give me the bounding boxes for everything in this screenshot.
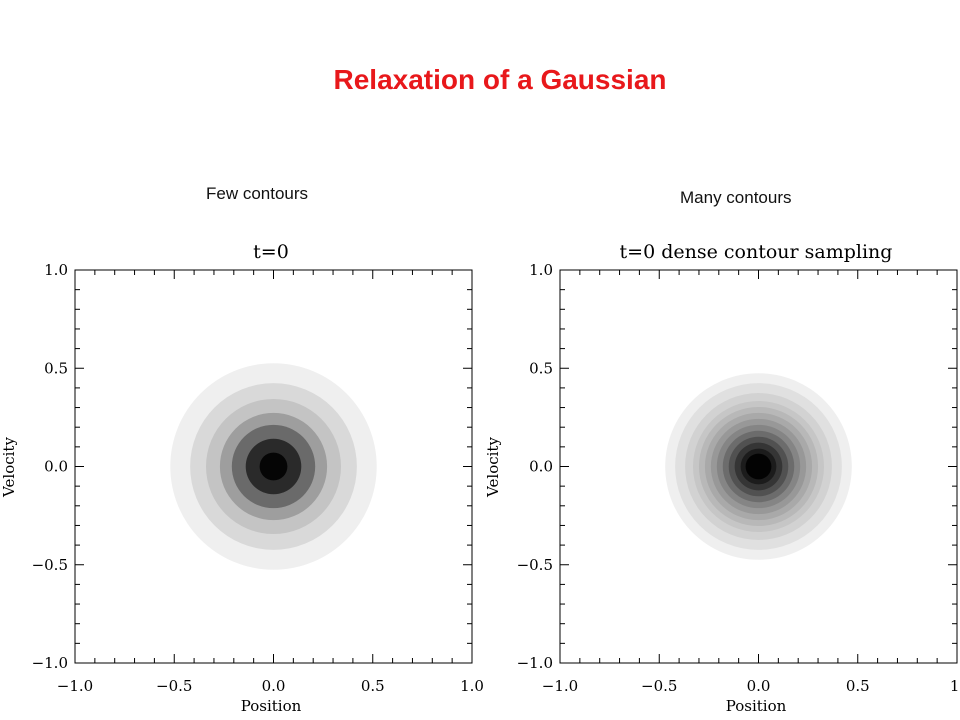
y-tick-label: 0.0: [44, 458, 68, 476]
slide-title: Relaxation of a Gaussian: [333, 64, 667, 95]
plot-title-many: t=0 dense contour sampling: [620, 241, 893, 263]
y-tick-label: 0.0: [529, 458, 553, 476]
y-axis-label-few: Velocity: [0, 437, 18, 498]
x-tick-label: 0.5: [361, 677, 385, 695]
x-tick-label: 0.0: [747, 677, 771, 695]
contour-plot-few: t=0 −1.0 −1.0 −0.5 −0.5 0.0 0.0 0.5 0.5 1.0 1.0 P…: [0, 241, 484, 715]
y-tick-label: 1.0: [529, 261, 553, 279]
axis-ticks-many: −1.0 −1.0 −0.5 −0.5 0.0 0.0 0.5 0.5 1. 1.0: [517, 261, 960, 695]
x-tick-label: −0.5: [156, 677, 192, 695]
axis-ticks-few: −1.0 −1.0 −0.5 −0.5 0.0 0.0 0.5 0.5 1.0 1.0: [32, 261, 484, 695]
contour-plot-many: t=0 dense contour sampling −1.0−1.0−0.5−…: [484, 241, 960, 715]
x-tick-label: 1.: [950, 677, 960, 695]
x-tick-label: −1.0: [542, 677, 578, 695]
y-tick-label: −1.0: [32, 654, 68, 672]
contour-level: [259, 452, 288, 481]
x-tick-label: 0.0: [262, 677, 286, 695]
x-tick-label: −0.5: [641, 677, 677, 695]
y-tick-label: −0.5: [32, 556, 68, 574]
y-tick-label: −1.0: [517, 654, 553, 672]
y-tick-label: 1.0: [44, 261, 68, 279]
x-axis-label-few: Position: [241, 697, 302, 715]
panel-left-subtitle: Few contours: [206, 184, 309, 203]
y-tick-label: 0.5: [529, 359, 553, 377]
x-tick-label: 1.0: [460, 677, 484, 695]
contour-fills-many: [665, 373, 852, 560]
y-tick-label: 0.5: [44, 359, 68, 377]
y-axis-label-many: Velocity: [484, 437, 502, 498]
panel-right-subtitle: Many contours: [680, 188, 792, 207]
y-tick-label: −0.5: [517, 556, 553, 574]
x-axis-label-many: Position: [726, 697, 787, 715]
x-tick-label: 0.5: [846, 677, 870, 695]
plot-title-few: t=0: [253, 241, 289, 263]
contour-fills-few: [170, 363, 377, 570]
x-tick-label: −1.0: [57, 677, 93, 695]
contour-level: [745, 453, 772, 480]
